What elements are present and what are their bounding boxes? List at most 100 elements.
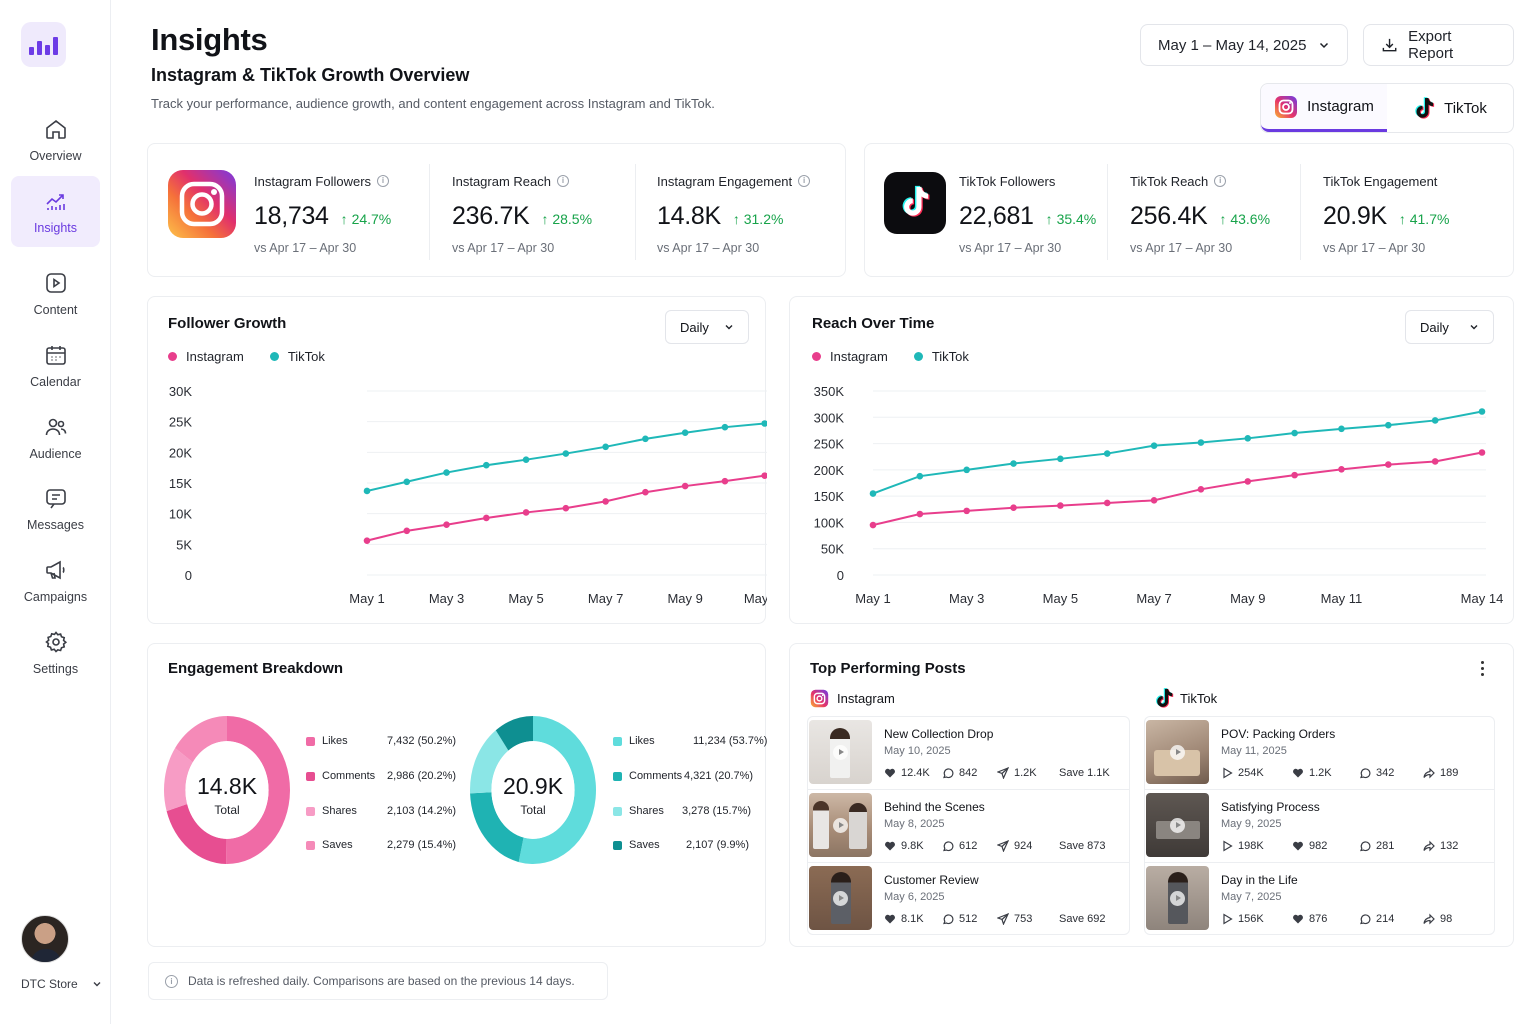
interval-dropdown[interactable]: Daily (1405, 310, 1494, 344)
post-thumbnail[interactable] (1146, 793, 1209, 857)
legend-item-tiktok[interactable]: TikTok (269, 349, 325, 364)
post-thumbnail[interactable] (809, 793, 872, 857)
instagram-icon (1275, 95, 1298, 118)
metric-comments: 512 (942, 913, 977, 925)
info-icon[interactable]: i (377, 175, 390, 187)
stat-compare: vs Apr 17 – Apr 30 (452, 241, 555, 255)
post-title: Customer Review (884, 873, 979, 887)
play-icon (833, 891, 848, 906)
divider (1144, 862, 1495, 863)
info-icon[interactable]: i (557, 175, 569, 187)
sidebar-item-audience[interactable]: Audience (11, 402, 100, 473)
post-title: POV: Packing Orders (1221, 727, 1336, 741)
page-subtitle: Instagram & TikTok Growth Overview (151, 65, 470, 85)
post-title: Behind the Scenes (884, 800, 985, 814)
stat-compare: vs Apr 17 – Apr 30 (1323, 241, 1426, 255)
tab-instagram[interactable]: Instagram (1261, 84, 1387, 132)
data-point (916, 472, 924, 480)
date-range-picker[interactable]: May 1 – May 14, 2025 (1140, 24, 1348, 66)
page-title: Insights (151, 22, 268, 57)
tab-tiktok[interactable]: TikTok (1387, 84, 1513, 132)
play-square-icon (45, 272, 66, 293)
info-icon[interactable]: i (798, 175, 811, 187)
info-icon[interactable]: i (1214, 175, 1227, 187)
post-title: Satisfying Process (1221, 800, 1320, 814)
stat-value: 256.4K (1130, 202, 1208, 230)
top-posts-card: Top Performing Posts Instagram TikTok Ne… (789, 643, 1514, 947)
data-point (602, 443, 609, 451)
data-point (562, 450, 570, 457)
more-options-icon[interactable] (1478, 658, 1486, 678)
sidebar-item-overview[interactable]: Overview (11, 104, 100, 175)
sidebar-item-settings[interactable]: Settings (11, 617, 100, 688)
y-tick-label: 30K (169, 384, 192, 399)
play-icon (833, 745, 848, 760)
y-tick-label: 100K (814, 515, 845, 530)
legend-item-tiktok[interactable]: TikTok (913, 349, 969, 364)
trend-chart-icon (45, 193, 65, 210)
legend-item-instagram[interactable]: Instagram (812, 349, 888, 364)
list-item[interactable]: Customer Review May 6, 2025 8.1K 512 753… (809, 864, 1129, 934)
post-thumbnail[interactable] (809, 720, 872, 784)
comment-icon (943, 768, 954, 779)
play-icon (1223, 840, 1233, 852)
donut-total: 14.8K (196, 773, 258, 799)
post-thumbnail[interactable] (1146, 866, 1209, 930)
stat-label: TikTok Followers (959, 173, 1056, 189)
sidebar-item-messages[interactable]: Messages (11, 473, 100, 544)
sidebar-item-content[interactable]: Content (11, 258, 100, 329)
sidebar-item-insights[interactable]: Insights (11, 176, 100, 247)
instagram-posts-header: Instagram (810, 689, 895, 708)
dropdown-value: Daily (680, 319, 709, 335)
tiktok-stats-card: TikTok Followers 22,681 ↑ 35.4% vs Apr 17… (864, 143, 1514, 277)
send-icon (997, 840, 1009, 852)
post-thumbnail[interactable] (809, 866, 872, 930)
list-item[interactable]: Satisfying Process May 9, 2025 198K 982 … (1146, 791, 1494, 861)
x-tick-label: May 11 (744, 591, 767, 606)
list-item[interactable]: New Collection Drop May 10, 2025 12.4K 8… (809, 718, 1129, 788)
sidebar-item-calendar[interactable]: Calendar (11, 330, 100, 401)
section-label: TikTok (1180, 690, 1218, 706)
metric-views: 254K (1221, 767, 1264, 779)
share-icon (1423, 840, 1435, 852)
megaphone-icon (45, 560, 65, 579)
data-point (403, 527, 411, 535)
stat-compare: vs Apr 17 – Apr 30 (959, 241, 1062, 255)
app-logo[interactable] (21, 22, 66, 67)
list-item[interactable]: Day in the Life May 7, 2025 156K 876 214… (1146, 864, 1494, 934)
avatar[interactable] (21, 915, 69, 963)
y-tick-label: 15K (169, 476, 192, 491)
data-point (963, 466, 970, 474)
y-tick-label: 0 (185, 568, 192, 583)
engagement-row: Comments 2,986 (20.2%) (306, 770, 467, 782)
chevron-down-icon (93, 982, 101, 987)
metric-comments: 214 (1359, 913, 1394, 925)
list-item[interactable]: POV: Packing Orders May 11, 2025 254K 1.… (1146, 718, 1494, 788)
legend-item-instagram[interactable]: Instagram (168, 349, 244, 364)
export-report-button[interactable]: Export Report (1363, 24, 1514, 66)
sidebar-item-campaigns[interactable]: Campaigns (11, 545, 100, 616)
heart-icon (885, 841, 895, 851)
post-title: Day in the Life (1221, 873, 1298, 887)
play-icon (1170, 745, 1185, 760)
data-point (642, 488, 649, 496)
donut-slice-comments (470, 792, 524, 863)
x-tick-label: May 14 (1461, 591, 1504, 606)
instagram-logo-icon (168, 170, 236, 238)
sidebar-item-label: Calendar (30, 374, 81, 389)
data-point (483, 514, 490, 522)
post-thumbnail[interactable] (1146, 720, 1209, 784)
donut-center-instagram: 14.8K Total (187, 773, 267, 817)
donut-center-tiktok: 20.9K Total (493, 773, 573, 817)
comment-icon (1360, 768, 1371, 779)
interval-dropdown[interactable]: Daily (665, 310, 749, 344)
store-switcher[interactable]: DTC Store (21, 977, 102, 991)
list-item[interactable]: Behind the Scenes May 8, 2025 9.8K 612 9… (809, 791, 1129, 861)
series-line-tiktok (872, 410, 1483, 495)
engagement-row: Comments 4,321 (20.7%) (613, 770, 764, 782)
instagram-engagement-donut (164, 716, 290, 864)
stat-value: 22,681 (959, 202, 1034, 230)
metric-likes: 12.4K (884, 767, 930, 779)
divider (1144, 789, 1495, 790)
instagram-posts-list (807, 716, 1130, 935)
